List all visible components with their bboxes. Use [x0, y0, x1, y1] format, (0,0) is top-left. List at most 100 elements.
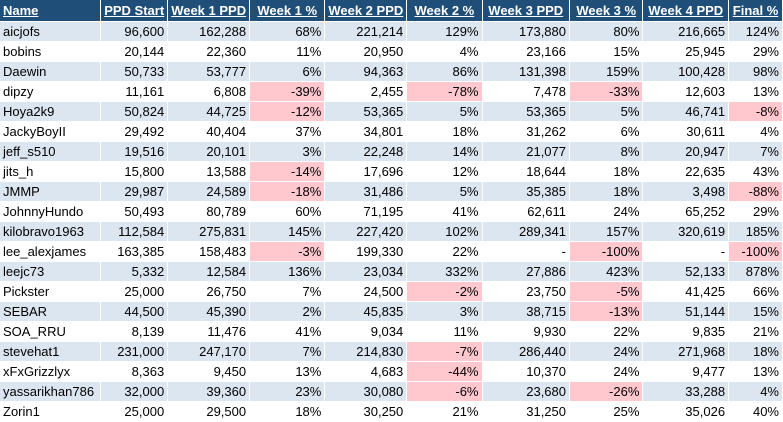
- cell-week2-ppd[interactable]: 24,500: [324, 281, 408, 302]
- cell-week1-ppd[interactable]: 275,831: [167, 221, 251, 242]
- cell-week1-ppd[interactable]: 9,450: [167, 361, 251, 382]
- cell-week1-ppd[interactable]: 80,789: [167, 201, 251, 222]
- header-week3-pct[interactable]: Week 3 %: [569, 0, 644, 22]
- cell-week4-ppd[interactable]: 41,425: [642, 281, 730, 302]
- cell-week1-ppd[interactable]: 162,288: [167, 21, 251, 42]
- header-week3-ppd[interactable]: Week 3 PPD: [482, 0, 570, 22]
- cell-ppd-start[interactable]: 25,000: [100, 281, 169, 302]
- cell-week2-ppd[interactable]: 30,250: [324, 401, 408, 422]
- cell-week4-ppd[interactable]: 9,477: [642, 361, 730, 382]
- cell-week1-ppd[interactable]: 13,588: [167, 161, 251, 182]
- cell-ppd-start[interactable]: 19,516: [100, 141, 169, 162]
- cell-week1-pct[interactable]: 37%: [249, 121, 326, 142]
- cell-final-pct[interactable]: -88%: [728, 181, 783, 202]
- cell-week3-pct[interactable]: -33%: [569, 81, 644, 102]
- cell-final-pct[interactable]: 4%: [728, 381, 783, 402]
- cell-name[interactable]: JackyBoyII: [0, 121, 102, 142]
- cell-week2-pct[interactable]: -7%: [406, 341, 483, 362]
- cell-week2-pct[interactable]: 12%: [406, 161, 483, 182]
- cell-week1-ppd[interactable]: 158,483: [167, 241, 251, 262]
- header-week2-ppd[interactable]: Week 2 PPD: [324, 0, 408, 22]
- cell-name[interactable]: SEBAR: [0, 301, 102, 322]
- cell-week2-pct[interactable]: 5%: [406, 101, 483, 122]
- cell-week3-ppd[interactable]: 173,880: [482, 21, 570, 42]
- cell-name[interactable]: jeff_s510: [0, 141, 102, 162]
- cell-week1-pct[interactable]: 2%: [249, 301, 326, 322]
- cell-week3-pct[interactable]: 24%: [569, 361, 644, 382]
- cell-name[interactable]: jits_h: [0, 161, 102, 182]
- cell-week2-ppd[interactable]: 94,363: [324, 61, 408, 82]
- cell-week1-pct[interactable]: -14%: [249, 161, 326, 182]
- cell-week1-pct[interactable]: -3%: [249, 241, 326, 262]
- cell-week1-ppd[interactable]: 53,777: [167, 61, 251, 82]
- cell-week1-ppd[interactable]: 6,808: [167, 81, 251, 102]
- cell-final-pct[interactable]: 13%: [728, 81, 783, 102]
- header-week2-pct[interactable]: Week 2 %: [406, 0, 483, 22]
- cell-week3-ppd[interactable]: 289,341: [482, 221, 570, 242]
- cell-week2-pct[interactable]: 129%: [406, 21, 483, 42]
- cell-week3-ppd[interactable]: 18,644: [482, 161, 570, 182]
- cell-week4-ppd[interactable]: 12,603: [642, 81, 730, 102]
- cell-week2-ppd[interactable]: 221,214: [324, 21, 408, 42]
- cell-week3-ppd[interactable]: 31,262: [482, 121, 570, 142]
- cell-week4-ppd[interactable]: 33,288: [642, 381, 730, 402]
- cell-week3-ppd[interactable]: 62,611: [482, 201, 570, 222]
- cell-week2-ppd[interactable]: 53,365: [324, 101, 408, 122]
- cell-final-pct[interactable]: 66%: [728, 281, 783, 302]
- cell-week3-pct[interactable]: 24%: [569, 341, 644, 362]
- cell-week2-ppd[interactable]: 4,683: [324, 361, 408, 382]
- cell-final-pct[interactable]: -8%: [728, 101, 783, 122]
- cell-week1-ppd[interactable]: 40,404: [167, 121, 251, 142]
- cell-week1-pct[interactable]: 18%: [249, 401, 326, 422]
- header-week1-pct[interactable]: Week 1 %: [249, 0, 326, 22]
- cell-week2-pct[interactable]: 4%: [406, 41, 483, 62]
- cell-name[interactable]: leejc73: [0, 261, 102, 282]
- cell-ppd-start[interactable]: 11,161: [100, 81, 169, 102]
- cell-week2-pct[interactable]: 11%: [406, 321, 483, 342]
- cell-week1-pct[interactable]: 7%: [249, 281, 326, 302]
- cell-week1-ppd[interactable]: 26,750: [167, 281, 251, 302]
- cell-week3-ppd[interactable]: 10,370: [482, 361, 570, 382]
- cell-week2-ppd[interactable]: 20,950: [324, 41, 408, 62]
- cell-week2-ppd[interactable]: 23,034: [324, 261, 408, 282]
- cell-final-pct[interactable]: 124%: [728, 21, 783, 42]
- cell-week3-pct[interactable]: 24%: [569, 201, 644, 222]
- header-final-pct[interactable]: Final %: [728, 0, 783, 22]
- cell-name[interactable]: stevehat1: [0, 341, 102, 362]
- cell-week4-ppd[interactable]: 65,252: [642, 201, 730, 222]
- cell-week3-pct[interactable]: 80%: [569, 21, 644, 42]
- cell-week3-pct[interactable]: 5%: [569, 101, 644, 122]
- cell-week2-pct[interactable]: 5%: [406, 181, 483, 202]
- cell-week2-pct[interactable]: 14%: [406, 141, 483, 162]
- cell-week4-ppd[interactable]: 46,741: [642, 101, 730, 122]
- cell-final-pct[interactable]: 98%: [728, 61, 783, 82]
- cell-week1-ppd[interactable]: 44,725: [167, 101, 251, 122]
- cell-name[interactable]: bobins: [0, 41, 102, 62]
- cell-ppd-start[interactable]: 163,385: [100, 241, 169, 262]
- cell-week1-ppd[interactable]: 22,360: [167, 41, 251, 62]
- header-ppd-start[interactable]: PPD Start: [100, 0, 169, 22]
- cell-ppd-start[interactable]: 231,000: [100, 341, 169, 362]
- cell-week2-pct[interactable]: 86%: [406, 61, 483, 82]
- cell-name[interactable]: Zorin1: [0, 401, 102, 422]
- cell-name[interactable]: SOA_RRU: [0, 321, 102, 342]
- cell-week2-pct[interactable]: 22%: [406, 241, 483, 262]
- cell-week3-ppd[interactable]: 21,077: [482, 141, 570, 162]
- cell-ppd-start[interactable]: 96,600: [100, 21, 169, 42]
- cell-week2-pct[interactable]: -78%: [406, 81, 483, 102]
- cell-week3-ppd[interactable]: 23,680: [482, 381, 570, 402]
- cell-week2-pct[interactable]: -2%: [406, 281, 483, 302]
- cell-week1-ppd[interactable]: 12,584: [167, 261, 251, 282]
- cell-week2-pct[interactable]: 3%: [406, 301, 483, 322]
- cell-ppd-start[interactable]: 15,800: [100, 161, 169, 182]
- cell-week4-ppd[interactable]: 35,026: [642, 401, 730, 422]
- cell-week1-pct[interactable]: 3%: [249, 141, 326, 162]
- cell-week1-pct[interactable]: 23%: [249, 381, 326, 402]
- cell-week4-ppd[interactable]: 30,611: [642, 121, 730, 142]
- cell-name[interactable]: aicjofs: [0, 21, 102, 42]
- cell-week1-ppd[interactable]: 29,500: [167, 401, 251, 422]
- cell-week2-ppd[interactable]: 9,034: [324, 321, 408, 342]
- cell-ppd-start[interactable]: 25,000: [100, 401, 169, 422]
- cell-final-pct[interactable]: 40%: [728, 401, 783, 422]
- header-name[interactable]: Name: [0, 0, 102, 22]
